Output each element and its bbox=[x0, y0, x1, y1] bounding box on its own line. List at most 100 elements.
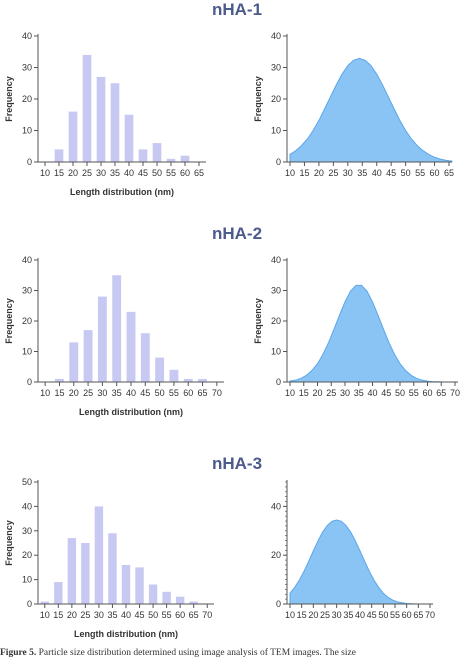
x-tick-label: 60 bbox=[430, 168, 440, 178]
y-tick-label: 0 bbox=[27, 157, 32, 167]
bar bbox=[180, 155, 190, 162]
distribution-curve bbox=[289, 284, 455, 383]
bar bbox=[121, 564, 131, 604]
bar bbox=[124, 114, 134, 162]
x-tick-label: 40 bbox=[355, 610, 365, 620]
bar bbox=[138, 149, 148, 162]
x-tick-label: 40 bbox=[121, 610, 131, 620]
y-tick-label: 20 bbox=[271, 94, 281, 104]
bar bbox=[169, 369, 179, 382]
bar bbox=[81, 543, 90, 604]
bar bbox=[198, 378, 207, 382]
x-tick-label: 65 bbox=[198, 388, 208, 398]
chart-5 bbox=[34, 480, 214, 608]
x-tick-label: 40 bbox=[367, 388, 377, 398]
x-tick-label: 30 bbox=[340, 388, 350, 398]
x-tick-label: 60 bbox=[422, 388, 432, 398]
x-tick-label: 55 bbox=[415, 168, 425, 178]
x-tick-label: 70 bbox=[450, 388, 460, 398]
x-tick-label: 20 bbox=[312, 388, 322, 398]
y-tick-label: 0 bbox=[27, 377, 32, 387]
y-tick-label: 40 bbox=[271, 31, 281, 41]
bar bbox=[166, 158, 176, 162]
y-tick-label: 10 bbox=[271, 126, 281, 136]
y-axis-label: Frequency bbox=[253, 298, 263, 344]
distribution-curve bbox=[289, 519, 430, 605]
panel-title-nha-2: nHA-2 bbox=[211, 224, 263, 243]
x-tick-label: 35 bbox=[354, 388, 364, 398]
x-tick-label: 50 bbox=[395, 388, 405, 398]
x-tick-label: 25 bbox=[320, 610, 330, 620]
y-tick-label: 30 bbox=[271, 286, 281, 296]
bar bbox=[67, 538, 77, 604]
bar bbox=[135, 567, 144, 604]
y-tick-label: 10 bbox=[271, 347, 281, 357]
y-tick-label: 40 bbox=[271, 501, 281, 511]
x-tick-label: 35 bbox=[357, 168, 367, 178]
x-tick-label: 10 bbox=[40, 388, 50, 398]
x-tick-label: 60 bbox=[180, 168, 190, 178]
x-tick-label: 55 bbox=[169, 388, 179, 398]
x-axis-label: Length distribution (nm) bbox=[79, 407, 183, 417]
y-tick-label: 30 bbox=[22, 526, 32, 536]
x-tick-label: 65 bbox=[444, 168, 454, 178]
x-tick-label: 50 bbox=[378, 610, 388, 620]
bar bbox=[140, 333, 150, 382]
figure-caption-label: Figure 5. bbox=[0, 648, 37, 658]
y-axis-label: Frequency bbox=[4, 76, 14, 122]
bar bbox=[97, 296, 107, 382]
x-tick-label: 20 bbox=[69, 388, 79, 398]
chart-3 bbox=[34, 258, 224, 386]
x-tick-label: 10 bbox=[40, 168, 50, 178]
bar bbox=[94, 506, 104, 604]
bar bbox=[183, 378, 193, 382]
x-axis-label: Length distribution (nm) bbox=[70, 187, 174, 197]
x-tick-label: 30 bbox=[343, 168, 353, 178]
chart-6 bbox=[283, 480, 433, 608]
x-tick-label: 35 bbox=[343, 610, 353, 620]
x-tick-label: 25 bbox=[80, 610, 90, 620]
y-tick-label: 0 bbox=[276, 599, 281, 609]
x-tick-label: 45 bbox=[138, 168, 148, 178]
x-tick-label: 60 bbox=[402, 610, 412, 620]
bar bbox=[148, 584, 158, 604]
x-tick-label: 15 bbox=[299, 168, 309, 178]
y-tick-label: 20 bbox=[22, 316, 32, 326]
x-tick-label: 25 bbox=[83, 388, 93, 398]
bar bbox=[155, 357, 165, 382]
x-tick-label: 65 bbox=[413, 610, 423, 620]
bar bbox=[108, 533, 117, 604]
x-tick-label: 10 bbox=[285, 168, 295, 178]
y-tick-label: 40 bbox=[22, 501, 32, 511]
x-tick-label: 65 bbox=[194, 168, 204, 178]
x-axis-label: Length distribution (nm) bbox=[74, 629, 178, 639]
y-tick-label: 20 bbox=[271, 316, 281, 326]
bar bbox=[55, 378, 64, 382]
x-tick-label: 40 bbox=[372, 168, 382, 178]
x-tick-label: 25 bbox=[326, 388, 336, 398]
x-tick-label: 30 bbox=[94, 610, 104, 620]
x-tick-label: 20 bbox=[68, 168, 78, 178]
chart-1 bbox=[34, 34, 206, 166]
x-tick-label: 25 bbox=[328, 168, 338, 178]
x-tick-label: 50 bbox=[152, 168, 162, 178]
bar bbox=[126, 311, 136, 382]
x-tick-label: 70 bbox=[202, 610, 212, 620]
y-tick-label: 20 bbox=[22, 550, 32, 560]
y-tick-label: 30 bbox=[271, 63, 281, 73]
figure-caption-text: Particle size distribution determined us… bbox=[38, 648, 356, 658]
bar bbox=[152, 143, 162, 162]
x-tick-label: 55 bbox=[162, 610, 172, 620]
x-tick-label: 10 bbox=[40, 610, 50, 620]
x-tick-label: 10 bbox=[285, 388, 295, 398]
y-tick-label: 30 bbox=[22, 286, 32, 296]
y-axis-label: Frequency bbox=[4, 298, 14, 344]
x-tick-label: 30 bbox=[96, 168, 106, 178]
x-tick-label: 35 bbox=[110, 168, 120, 178]
x-tick-label: 65 bbox=[436, 388, 446, 398]
bar bbox=[83, 330, 93, 382]
x-tick-label: 40 bbox=[126, 388, 136, 398]
bar bbox=[54, 149, 64, 162]
x-tick-label: 30 bbox=[332, 610, 342, 620]
x-tick-label: 35 bbox=[107, 610, 117, 620]
